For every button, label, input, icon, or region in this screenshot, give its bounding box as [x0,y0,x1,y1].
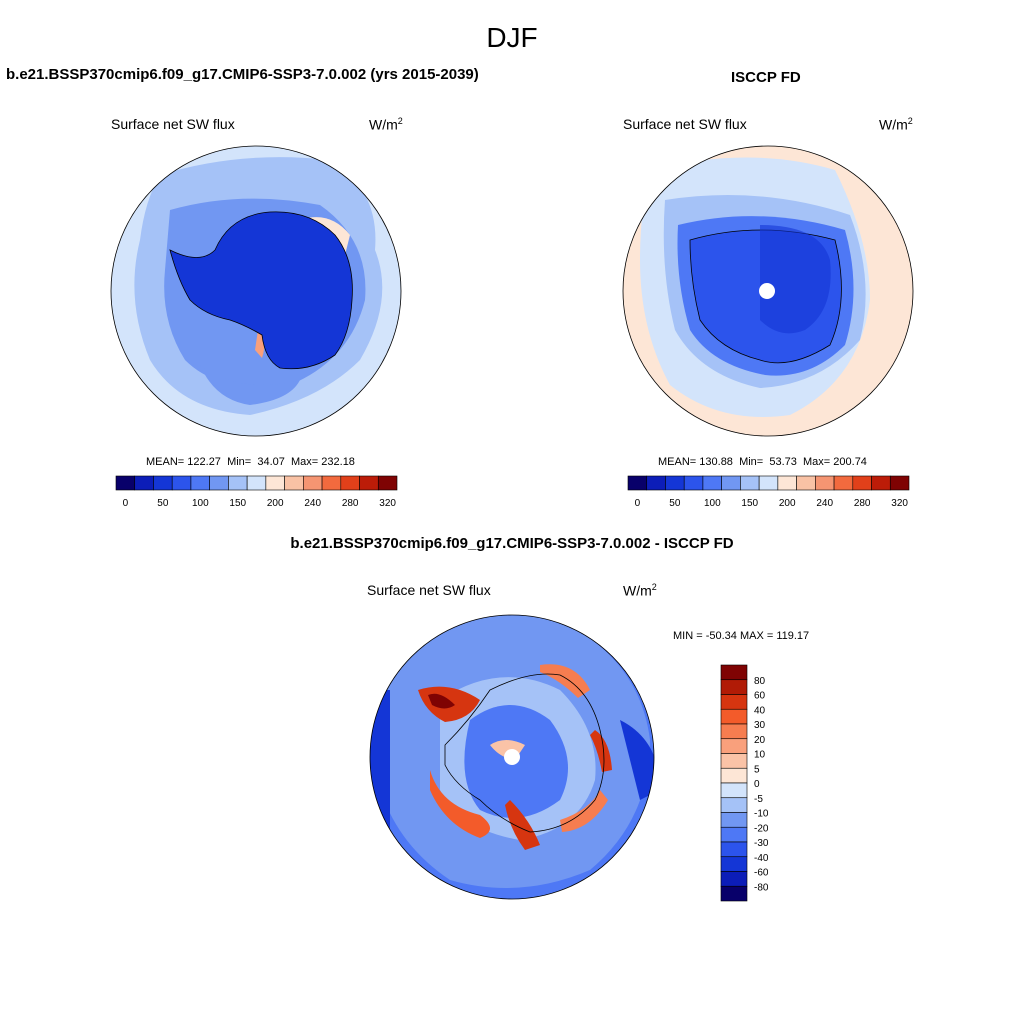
colorbar-swatch [721,475,741,491]
colorbar-swatch [720,723,748,740]
colorbar-swatch [627,475,648,491]
diff-variable-label: Surface net SW flux [367,582,491,598]
model-stats: MEAN= 122.27 Min= 34.07 Max= 232.18 [146,456,355,468]
colorbar-swatch [720,856,748,872]
colorbar-swatch [720,708,748,725]
colorbar-swatch [720,664,748,681]
colorbar-tick-label: -5 [754,794,763,805]
colorbar-swatch [833,475,854,491]
model-panel-title: b.e21.BSSP370cmip6.f09_g17.CMIP6-SSP3-7.… [6,66,479,83]
obs-units-label: W/m2 [879,116,913,133]
colorbar-swatch [340,475,360,491]
colorbar-tick-label: 0 [635,498,641,509]
figure-title: DJF [486,22,538,53]
colorbar-swatch [720,797,748,813]
colorbar-tick-label: 10 [754,750,766,761]
colorbar-tick-label: 150 [229,498,246,509]
colorbar-tick-label: 0 [754,779,760,790]
colorbar-tick-label: 100 [704,498,721,509]
diff-panel-title: b.e21.BSSP370cmip6.f09_g17.CMIP6-SSP3-7.… [290,535,734,552]
diff-map [370,615,654,899]
colorbar-swatch [720,738,748,754]
colorbar-swatch [665,475,685,491]
obs-panel-title: ISCCP FD [731,69,801,86]
colorbar-swatch [134,475,154,491]
colorbar-swatch [777,475,797,491]
colorbar-swatch [852,475,872,491]
colorbar-tick-label: 50 [157,498,169,509]
colorbar-tick-label: -80 [754,882,769,893]
colorbar-tick-label: 0 [123,498,129,509]
colorbar-swatch [758,475,779,491]
colorbar-swatch [720,841,748,858]
colorbar-tick-label: 320 [379,498,396,509]
colorbar-swatch [889,475,910,491]
colorbar-swatch [720,885,748,902]
colorbar-tick-label: 280 [854,498,871,509]
colorbar-swatch [246,475,267,491]
colorbar-swatch [321,475,342,491]
colorbar-swatch [683,475,704,491]
colorbar-swatch [720,679,748,695]
colorbar-tick-label: 40 [754,705,766,716]
colorbar-tick-label: 240 [816,498,833,509]
colorbar-tick-label: -10 [754,809,769,820]
colorbar-swatch [115,475,136,491]
colorbar-tick-label: 320 [891,498,908,509]
diff-units-label: W/m2 [623,582,657,599]
colorbar-tick-label: 30 [754,720,766,731]
colorbar-swatch [720,767,748,784]
colorbar-tick-label: -30 [754,838,769,849]
colorbar-swatch [377,475,398,491]
model-colorbar: 0 50 100 150 200 240 280 320 [115,475,398,509]
colorbar-tick-label: 80 [754,676,766,687]
colorbar-tick-label: 200 [779,498,796,509]
colorbar-tick-label: 60 [754,691,766,702]
diff-colorbar: 80 60 40 30 20 10 5 0 -5 -10 -20 -30 -40 -60 -80 [720,664,769,902]
colorbar-swatch [720,812,748,828]
colorbar-tick-label: -60 [754,868,769,879]
colorbar-tick-label: -20 [754,823,769,834]
colorbar-swatch [171,475,192,491]
colorbar-swatch [720,782,748,799]
diff-range-text: MIN = -50.34 MAX = 119.17 [673,630,810,642]
colorbar-swatch [153,475,173,491]
colorbar-tick-label: 50 [669,498,681,509]
obs-colorbar: 0 50 100 150 200 240 280 320 [627,475,910,509]
colorbar-tick-label: 240 [304,498,321,509]
colorbar-tick-label: 150 [741,498,758,509]
colorbar-swatch [209,475,229,491]
colorbar-tick-label: 280 [342,498,359,509]
colorbar-swatch [720,753,748,769]
colorbar-swatch [796,475,816,491]
colorbar-swatch [720,694,748,710]
colorbar-swatch [190,475,210,491]
obs-variable-label: Surface net SW flux [623,116,747,132]
obs-stats: MEAN= 130.88 Min= 53.73 Max= 200.74 [658,456,867,468]
colorbar-swatch [815,475,835,491]
colorbar-swatch [740,475,760,491]
model-map [111,146,401,436]
colorbar-tick-label: 200 [267,498,284,509]
colorbar-tick-label: 100 [192,498,209,509]
colorbar-tick-label: 20 [754,735,766,746]
colorbar-swatch [720,871,748,887]
model-variable-label: Surface net SW flux [111,116,235,132]
colorbar-swatch [228,475,248,491]
colorbar-swatch [265,475,285,491]
colorbar-swatch [359,475,379,491]
colorbar-swatch [284,475,304,491]
colorbar-swatch [702,475,722,491]
model-units-label: W/m2 [369,116,403,133]
colorbar-swatch [871,475,891,491]
obs-map [623,146,913,436]
colorbar-swatch [720,826,748,843]
colorbar-swatch [646,475,666,491]
colorbar-swatch [303,475,323,491]
colorbar-tick-label: -40 [754,853,769,864]
colorbar-tick-label: 5 [754,764,760,775]
